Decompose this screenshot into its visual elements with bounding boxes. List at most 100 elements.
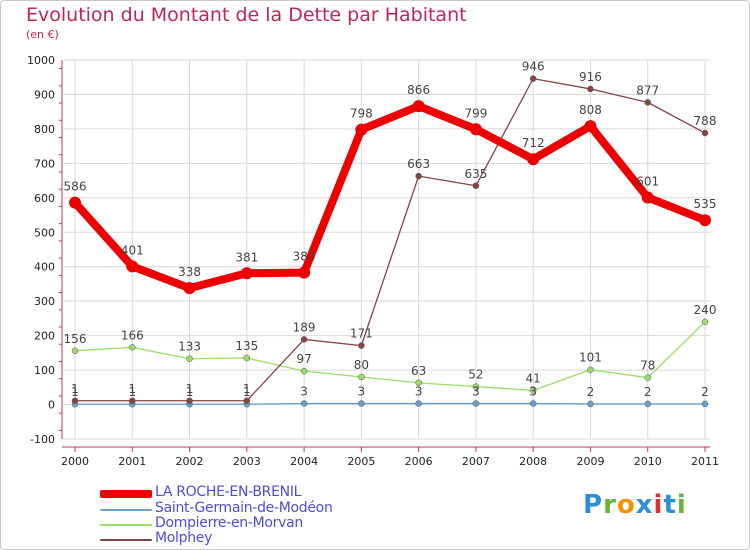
data-label-la-roche-en-brenil: 401: [121, 243, 144, 257]
y-tick-label: 1000: [27, 54, 55, 67]
x-tick-label: 2004: [290, 455, 318, 468]
data-label-la-roche-en-brenil: 586: [64, 180, 87, 194]
data-point-molphey: [472, 182, 480, 190]
y-tick-label: 500: [34, 226, 55, 239]
data-point-saint-germain-de-mod-on: [701, 400, 709, 408]
data-point-saint-germain-de-mod-on: [415, 400, 422, 407]
logo-letter: r: [603, 490, 617, 520]
x-tick-label: 2008: [519, 455, 547, 468]
data-label-la-roche-en-brenil: 383: [293, 250, 316, 264]
legend-swatch: [100, 490, 152, 498]
data-label-la-roche-en-brenil: 381: [235, 250, 258, 264]
data-point-dompierre-en-morvan: [129, 344, 136, 351]
data-point-saint-germain-de-mod-on: [300, 400, 308, 407]
data-label-dompierre-en-morvan: 78: [640, 359, 655, 373]
data-labels: 586 401 338 381 383 798 866 799 712 808 601 535 1 1 1 1…: [64, 60, 717, 400]
x-tick-label: 2001: [118, 455, 146, 468]
data-label-la-roche-en-brenil: 866: [407, 83, 430, 97]
y-tick-label: 100: [34, 364, 55, 377]
data-label-dompierre-en-morvan: 63: [411, 364, 426, 378]
data-label-la-roche-en-brenil: 712: [522, 136, 545, 150]
data-point-dompierre-en-morvan: [587, 366, 594, 373]
data-point-la-roche-en-brenil: [584, 120, 597, 133]
data-point-dompierre-en-morvan: [358, 373, 365, 381]
data-label-la-roche-en-brenil: 799: [464, 106, 487, 120]
data-label-molphey: 877: [636, 83, 659, 97]
data-point-saint-germain-de-mod-on: [644, 400, 651, 408]
data-point-saint-germain-de-mod-on: [587, 400, 594, 408]
y-tick-label: 800: [34, 123, 55, 136]
legend-label: LA ROCHE-EN-BRENIL: [155, 484, 302, 500]
data-label-molphey: 1: [71, 382, 79, 396]
proxiti-logo: Proxiti: [583, 490, 687, 520]
data-label-dompierre-en-morvan: 135: [235, 339, 258, 353]
y-tick-label: 0: [48, 399, 55, 412]
series-line-saint-germain-de-mod-on: [74, 402, 706, 405]
data-label-molphey: 189: [293, 320, 316, 334]
x-tick-label: 2010: [634, 455, 662, 468]
logo-letter: P: [583, 490, 604, 520]
data-point-dompierre-en-morvan: [243, 354, 251, 362]
data-label-dompierre-en-morvan: 240: [694, 303, 717, 317]
data-label-molphey: 788: [694, 114, 717, 128]
x-tick-label: 2005: [347, 455, 375, 468]
series-line-dompierre-en-morvan: [74, 321, 706, 392]
data-point-la-roche-en-brenil: [641, 191, 654, 204]
data-label-molphey: 663: [407, 157, 430, 171]
data-point-molphey: [186, 397, 193, 405]
legend-swatch: [100, 539, 152, 541]
data-point-molphey: [415, 172, 422, 180]
data-point-molphey: [300, 336, 308, 343]
data-point-la-roche-en-brenil: [469, 123, 482, 136]
series-line-la-roche-en-brenil: [71, 102, 709, 293]
data-point-la-roche-en-brenil: [527, 153, 540, 166]
data-label-saint-germain-de-mod-on: 3: [472, 385, 480, 399]
legend-swatch: [100, 524, 152, 526]
y-tick-label: 700: [34, 157, 55, 170]
data-label-dompierre-en-morvan: 101: [579, 351, 602, 365]
logo-letter: i: [653, 490, 664, 520]
y-tick-label: 200: [34, 330, 55, 343]
y-tick-label: 300: [34, 295, 55, 308]
data-point-dompierre-en-morvan: [644, 374, 651, 381]
logo-letter: o: [616, 490, 636, 520]
x-tick-label: 2002: [176, 455, 204, 468]
data-point-la-roche-en-brenil: [183, 282, 196, 295]
data-label-dompierre-en-morvan: 166: [121, 328, 144, 342]
data-label-molphey: 916: [579, 70, 602, 84]
data-label-dompierre-en-morvan: 80: [354, 358, 369, 372]
logo-letter: x: [635, 490, 654, 520]
series-lines: [69, 75, 711, 408]
y-tick-label: 400: [34, 261, 55, 274]
data-label-dompierre-en-morvan: 97: [296, 352, 311, 366]
data-point-dompierre-en-morvan: [300, 367, 308, 375]
y-tick-label: 900: [34, 88, 55, 101]
data-label-saint-germain-de-mod-on: 1: [243, 385, 251, 399]
data-label-molphey: 1: [128, 382, 136, 396]
data-point-dompierre-en-morvan: [71, 347, 79, 355]
data-point-saint-germain-de-mod-on: [358, 400, 365, 407]
data-point-molphey: [529, 75, 537, 82]
x-tick-label: 2003: [233, 455, 261, 468]
data-label-molphey: 635: [464, 167, 487, 181]
data-label-saint-germain-de-mod-on: 3: [529, 385, 537, 399]
legend-swatch: [100, 509, 152, 511]
x-tick-label: 2009: [576, 455, 604, 468]
data-point-molphey: [701, 129, 709, 137]
data-point-dompierre-en-morvan: [472, 383, 480, 390]
legend-label: Molphey: [155, 530, 213, 546]
data-point-saint-germain-de-mod-on: [529, 400, 537, 407]
data-point-la-roche-en-brenil: [355, 123, 368, 136]
data-label-dompierre-en-morvan: 156: [64, 332, 87, 346]
data-point-dompierre-en-morvan: [529, 387, 537, 394]
data-point-la-roche-en-brenil: [699, 214, 711, 227]
logo-letter: t: [663, 490, 677, 520]
data-label-dompierre-en-morvan: 41: [526, 371, 541, 385]
data-label-la-roche-en-brenil: 808: [579, 103, 602, 117]
data-point-la-roche-en-brenil: [298, 266, 311, 279]
data-point-la-roche-en-brenil: [126, 260, 139, 273]
data-point-molphey: [644, 99, 651, 106]
data-label-dompierre-en-morvan: 52: [468, 368, 483, 382]
